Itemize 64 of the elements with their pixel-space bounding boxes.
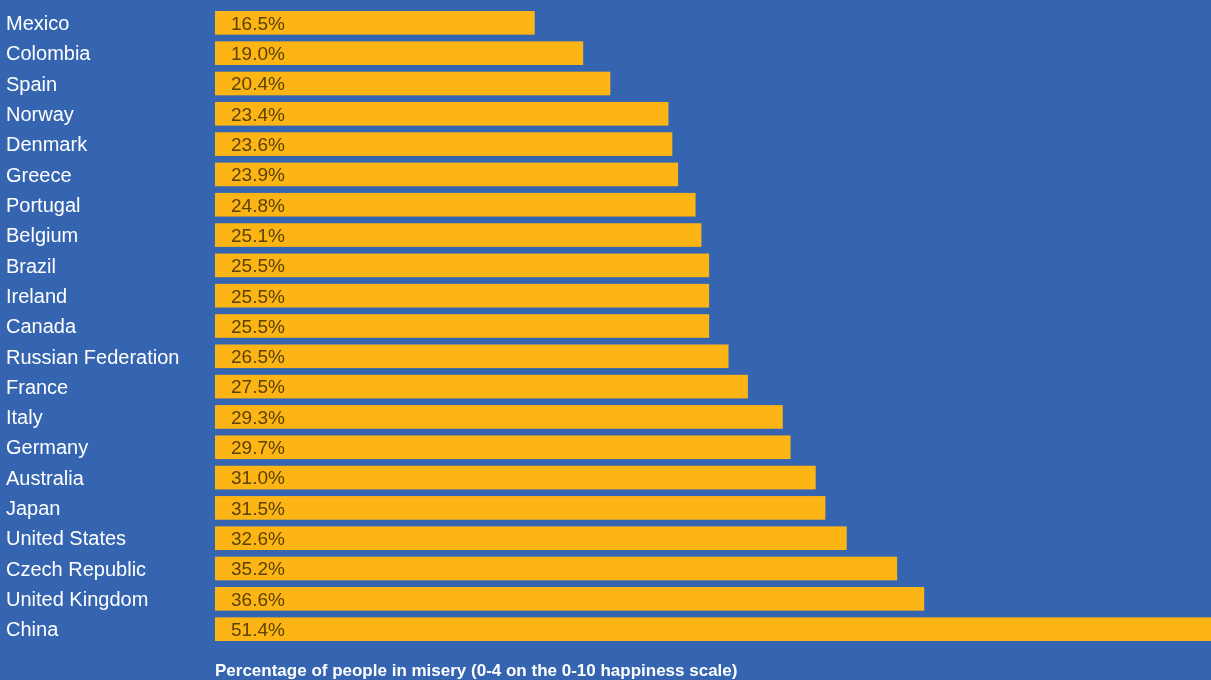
data-label: 19.0% bbox=[231, 43, 285, 65]
y-tick-label: Brazil bbox=[6, 254, 57, 277]
y-tick-label: United Kingdom bbox=[6, 588, 149, 611]
y-tick-label: Denmark bbox=[6, 133, 89, 156]
y-tick-label: Italy bbox=[6, 406, 43, 429]
data-label: 32.6% bbox=[231, 528, 285, 550]
data-label: 23.4% bbox=[231, 103, 285, 125]
data-label: 25.5% bbox=[231, 255, 285, 277]
y-tick-label: Japan bbox=[6, 497, 61, 520]
y-tick-label: Greece bbox=[6, 163, 72, 186]
data-label: 20.4% bbox=[231, 73, 285, 95]
bar bbox=[215, 132, 673, 156]
bar bbox=[215, 374, 748, 399]
x-axis-title: Percentage of people in misery (0-4 on the 0-10 happiness scale) bbox=[215, 661, 738, 680]
y-tick-label: Australia bbox=[6, 466, 85, 489]
data-label: 23.9% bbox=[231, 164, 285, 186]
y-tick-label: Ireland bbox=[6, 284, 68, 307]
bar bbox=[215, 162, 679, 187]
y-tick-label: Czech Republic bbox=[6, 557, 147, 580]
bar bbox=[215, 526, 847, 551]
bar bbox=[215, 496, 826, 520]
y-tick-label: Portugal bbox=[6, 193, 81, 216]
y-tick-label: Germany bbox=[6, 436, 89, 459]
bar bbox=[215, 405, 783, 429]
y-tick-label: France bbox=[6, 375, 69, 398]
bar bbox=[215, 41, 584, 65]
bar bbox=[215, 192, 696, 217]
data-label: 51.4% bbox=[231, 618, 285, 640]
y-tick-label: Spain bbox=[6, 72, 58, 95]
bar bbox=[215, 465, 816, 490]
data-label: 29.7% bbox=[231, 437, 285, 459]
data-label: 24.8% bbox=[231, 194, 285, 216]
data-label: 31.5% bbox=[231, 497, 285, 519]
bar bbox=[215, 556, 898, 581]
y-tick-label: Colombia bbox=[6, 42, 92, 65]
data-label: 25.5% bbox=[231, 315, 285, 337]
y-tick-label: Mexico bbox=[6, 12, 70, 35]
y-tick-label: China bbox=[6, 618, 60, 641]
bar bbox=[215, 344, 729, 369]
bar bbox=[215, 435, 791, 460]
data-label: 31.0% bbox=[231, 467, 285, 489]
y-tick-label: United States bbox=[6, 527, 127, 550]
data-label: 25.5% bbox=[231, 285, 285, 307]
bar bbox=[215, 587, 925, 611]
data-label: 26.5% bbox=[231, 346, 285, 368]
data-label: 16.5% bbox=[231, 12, 285, 34]
data-label: 27.5% bbox=[231, 376, 285, 398]
y-tick-label: Belgium bbox=[6, 224, 79, 247]
data-label: 35.2% bbox=[231, 558, 285, 580]
data-label: 25.1% bbox=[231, 224, 285, 246]
bar bbox=[215, 617, 1211, 641]
bar bbox=[215, 11, 535, 35]
data-label: 23.6% bbox=[231, 133, 285, 155]
bar bbox=[215, 283, 710, 308]
y-tick-label: Canada bbox=[6, 315, 77, 338]
bar bbox=[215, 223, 702, 247]
data-label: 36.6% bbox=[231, 588, 285, 610]
y-tick-label: Russian Federation bbox=[6, 345, 180, 368]
bar bbox=[215, 71, 611, 96]
bar bbox=[215, 101, 669, 126]
bar bbox=[215, 253, 710, 278]
y-tick-label: Norway bbox=[6, 103, 74, 125]
bar bbox=[215, 314, 710, 338]
data-label: 29.3% bbox=[231, 406, 285, 428]
